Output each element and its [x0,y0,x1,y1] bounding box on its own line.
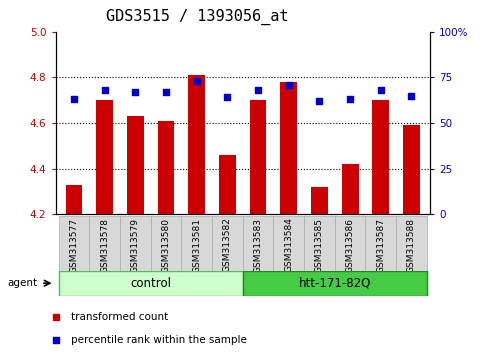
Point [224,95,231,100]
Text: GSM313580: GSM313580 [161,218,170,273]
Bar [335,216,366,271]
Point [52,314,59,320]
Point [315,98,323,104]
Text: GSM313582: GSM313582 [223,218,232,273]
Text: agent: agent [7,278,37,288]
Bar [304,216,335,271]
Point [162,89,170,95]
Bar [120,216,151,271]
Text: control: control [130,277,171,290]
Bar [58,271,243,296]
Bar [280,82,297,214]
Bar [219,155,236,214]
Point [52,337,59,343]
Bar [243,271,427,296]
Point [101,87,109,93]
Text: GSM313588: GSM313588 [407,218,416,273]
Text: percentile rank within the sample: percentile rank within the sample [71,335,246,346]
Text: GSM313579: GSM313579 [131,218,140,273]
Text: GSM313587: GSM313587 [376,218,385,273]
Point [377,87,384,93]
Bar [157,121,174,214]
Text: GSM313577: GSM313577 [70,218,78,273]
Bar [366,216,396,271]
Bar [96,100,113,214]
Bar [273,216,304,271]
Text: GSM313584: GSM313584 [284,218,293,273]
Text: GSM313581: GSM313581 [192,218,201,273]
Bar [396,216,427,271]
Bar [403,125,420,214]
Point [193,78,200,84]
Text: GSM313583: GSM313583 [254,218,263,273]
Text: GSM313578: GSM313578 [100,218,109,273]
Bar [66,184,83,214]
Text: GSM313585: GSM313585 [315,218,324,273]
Point [346,97,354,102]
Bar [311,187,328,214]
Bar [89,216,120,271]
Bar [127,116,144,214]
Point [254,87,262,93]
Bar [250,100,267,214]
Bar [58,216,89,271]
Bar [212,216,243,271]
Bar [341,164,358,214]
Bar [243,216,273,271]
Bar [188,75,205,214]
Point [131,89,139,95]
Point [70,97,78,102]
Bar [181,216,212,271]
Bar [151,216,181,271]
Text: GDS3515 / 1393056_at: GDS3515 / 1393056_at [106,9,289,25]
Point [408,93,415,98]
Bar [372,100,389,214]
Text: htt-171-82Q: htt-171-82Q [298,277,371,290]
Text: transformed count: transformed count [71,312,168,322]
Text: GSM313586: GSM313586 [346,218,355,273]
Point [285,82,293,87]
